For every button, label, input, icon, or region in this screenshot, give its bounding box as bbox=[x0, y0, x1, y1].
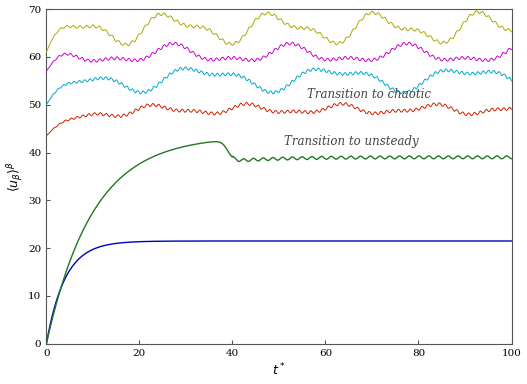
Text: Transition to chaotic: Transition to chaotic bbox=[307, 88, 431, 101]
X-axis label: $t^*$: $t^*$ bbox=[272, 362, 286, 379]
Text: Transition to unsteady: Transition to unsteady bbox=[284, 135, 418, 148]
Y-axis label: $\langle u_\beta \rangle^\beta$: $\langle u_\beta \rangle^\beta$ bbox=[6, 161, 25, 192]
